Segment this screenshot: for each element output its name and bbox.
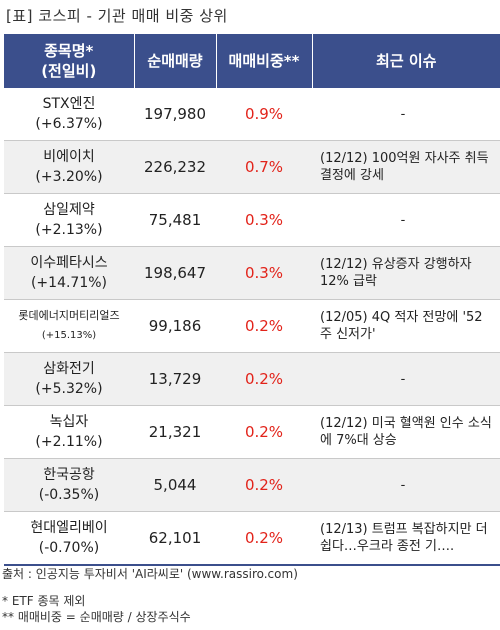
recent-issue: - [312,352,500,406]
stock-name: 삼화전기 [43,361,95,377]
trading-ratio: 0.7% [216,140,312,194]
trading-ratio: 0.2% [216,405,312,459]
price-change: (+3.20%) [35,169,103,185]
stock-name: 한국공항 [43,467,95,483]
table-row: 한국공항 (-0.35%) 5,044 0.2% - [4,458,500,512]
price-change: (-0.70%) [38,540,100,556]
stock-name-cell: 삼일제약 (+2.13%) [4,193,134,247]
recent-issue: - [312,88,500,141]
table-body: STX엔진 (+6.37%) 197,980 0.9% - 비에이치 (+3.20%) 226… [4,88,500,566]
stock-name-cell: 이수페타시스 (+14.71%) [4,246,134,300]
trading-ratio: 0.9% [216,88,312,141]
table-row: 현대엘리베이 (-0.70%) 62,101 0.2% (12/13) 트럼프 복잡하지… [4,511,500,566]
stock-name-cell: 삼화전기 (+5.32%) [4,352,134,406]
stock-name: 롯데에너지머티리얼즈 [18,309,120,322]
net-volume: 99,186 [134,299,216,353]
header-issue: 최근 이슈 [312,34,500,88]
stock-name-cell: 현대엘리베이 (-0.70%) [4,511,134,566]
trading-ratio: 0.2% [216,299,312,353]
recent-issue: (12/12) 유상증자 강행하자 12% 급락 [312,246,500,300]
recent-issue: - [312,193,500,247]
recent-issue: (12/12) 미국 혈액원 인수 소식에 7%대 상승 [312,405,500,459]
stock-name-cell: 롯데에너지머티리얼즈 (+15.13%) [4,299,134,353]
trading-ratio: 0.3% [216,193,312,247]
recent-issue: (12/13) 트럼프 복잡하지만 더 쉽다…우크라 종전 기…. [312,511,500,566]
table-row: STX엔진 (+6.37%) 197,980 0.9% - [4,88,500,141]
net-volume: 13,729 [134,352,216,406]
header-name-line2: (전일비) [41,62,97,80]
trading-ratio: 0.3% [216,246,312,300]
net-volume: 62,101 [134,511,216,566]
trading-ratio: 0.2% [216,352,312,406]
recent-issue: - [312,458,500,512]
header-name: 종목명* (전일비) [4,34,135,88]
page-title: [표] 코스피 - 기관 매매 비중 상위 [6,7,228,25]
price-change: (+14.71%) [30,275,108,291]
price-change: (-0.35%) [38,487,100,503]
net-volume: 75,481 [134,193,216,247]
price-change: (+15.13%) [41,330,97,341]
table-row: 비에이치 (+3.20%) 226,232 0.7% (12/12) 100억원 자사주… [4,140,500,194]
price-change: (+2.13%) [35,222,103,238]
net-volume: 198,647 [134,246,216,300]
table-row: 삼화전기 (+5.32%) 13,729 0.2% - [4,352,500,406]
stock-name: 이수페타시스 [30,255,108,271]
stock-name-cell: 한국공항 (-0.35%) [4,458,134,512]
table-row: 삼일제약 (+2.13%) 75,481 0.3% - [4,193,500,247]
price-change: (+2.11%) [35,434,103,450]
net-volume: 21,321 [134,405,216,459]
recent-issue: (12/12) 100억원 자사주 취득 결정에 강세 [312,140,500,194]
header-ratio: 매매비중** [216,34,313,88]
stock-name-cell: STX엔진 (+6.37%) [4,88,134,141]
price-change: (+6.37%) [35,116,103,132]
etf-note: * ETF 종목 제외 [2,594,86,608]
institution-trading-table: 종목명* (전일비) 순매매량 매매비중** 최근 이슈 STX엔진 (+6.37… [4,34,500,566]
stock-name: 비에이치 [43,149,95,165]
trading-ratio: 0.2% [216,511,312,566]
stock-name-cell: 비에이치 (+3.20%) [4,140,134,194]
table-row: 녹십자 (+2.11%) 21,321 0.2% (12/12) 미국 혈액원 인수 소… [4,405,500,459]
header-qty: 순매매량 [134,34,217,88]
price-change: (+5.32%) [35,381,103,397]
net-volume: 5,044 [134,458,216,512]
net-volume: 197,980 [134,88,216,141]
stock-name: 녹십자 [49,414,89,430]
ratio-definition-note: ** 매매비중 = 순매매량 / 상장주식수 [2,610,191,624]
recent-issue: (12/05) 4Q 적자 전망에 '52주 신저가' [312,299,500,353]
stock-name: 삼일제약 [43,202,95,218]
stock-name: 현대엘리베이 [30,520,108,536]
header-name-line1: 종목명* [44,42,94,60]
table-header-row: 종목명* (전일비) 순매매량 매매비중** 최근 이슈 [4,34,500,88]
trading-ratio: 0.2% [216,458,312,512]
stock-name-cell: 녹십자 (+2.11%) [4,405,134,459]
table-row: 롯데에너지머티리얼즈 (+15.13%) 99,186 0.2% (12/05) 4Q … [4,299,500,353]
stock-name: STX엔진 [42,96,96,112]
net-volume: 226,232 [134,140,216,194]
table-row: 이수페타시스 (+14.71%) 198,647 0.3% (12/12) 유상증자 강… [4,246,500,300]
source-note: 출처 : 인공지능 투자비서 'AI라씨로' (www.rassiro.com) [2,567,298,581]
